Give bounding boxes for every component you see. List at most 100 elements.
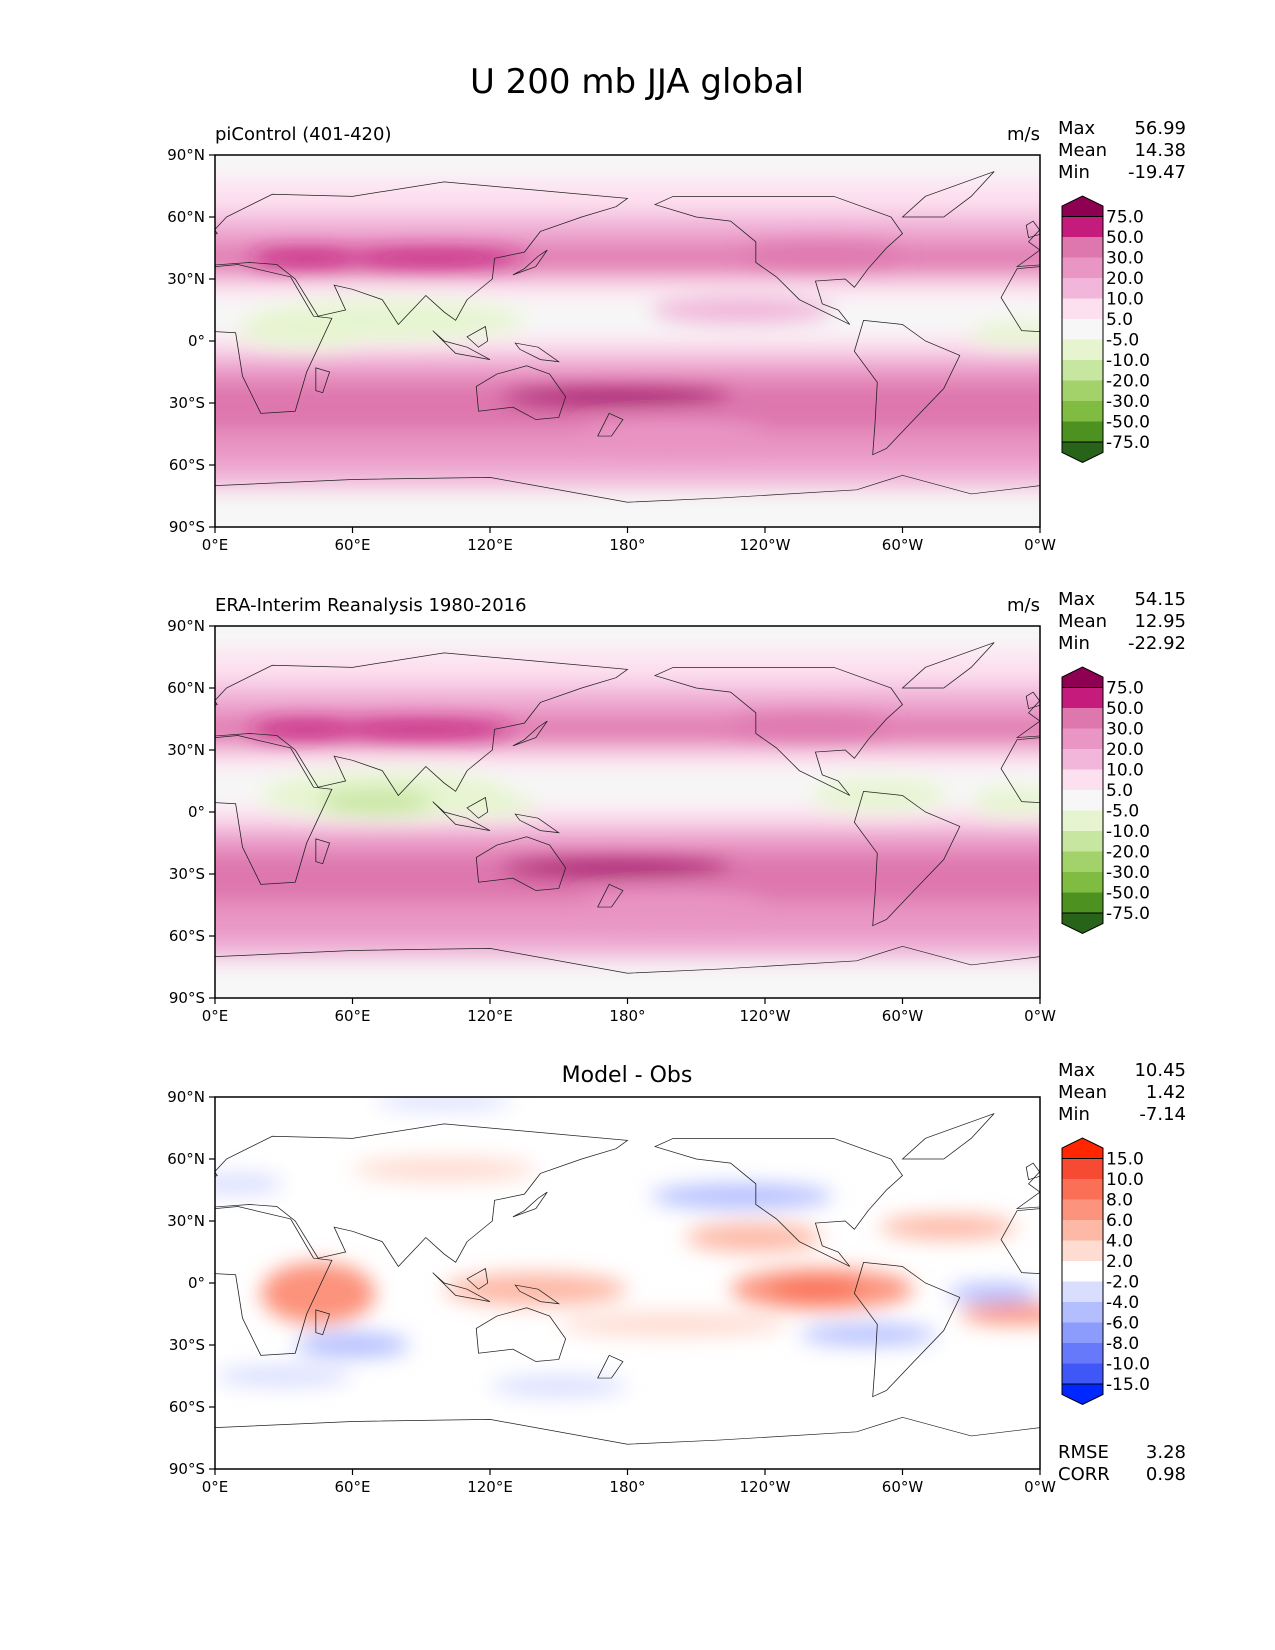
colorbar-segment <box>1062 360 1103 381</box>
field-band <box>215 365 1040 383</box>
colorbar-tick-label: 5.0 <box>1106 781 1133 801</box>
colorbar-segment <box>1062 257 1103 278</box>
panel-title: Model - Obs <box>562 1063 693 1088</box>
colorbar-extend-max <box>1061 666 1104 688</box>
svg-text:Max: Max <box>1058 118 1096 139</box>
x-tick-label: 0°W <box>1024 1478 1056 1496</box>
y-tick-label: 0° <box>188 803 205 821</box>
x-tick-label: 120°W <box>740 1478 791 1496</box>
field-band <box>215 704 1040 722</box>
svg-text:Max: Max <box>1058 589 1096 610</box>
error-stats: RMSE 3.28 CORR 0.98 <box>1058 1442 1186 1485</box>
colorbar-segment <box>1062 237 1103 258</box>
colorbar-tick-label: -30.0 <box>1106 392 1150 412</box>
colorbar-tick-label: -50.0 <box>1106 884 1150 904</box>
colorbar-segment <box>1062 401 1103 422</box>
colorbar-tick-label: -10.0 <box>1106 1355 1150 1375</box>
colorbar-segment <box>1062 1363 1103 1384</box>
field-contour <box>295 1332 410 1358</box>
field-band <box>215 919 1040 941</box>
field-band <box>215 336 1040 354</box>
svg-text:Min: Min <box>1058 162 1090 183</box>
colorbar-tick-label: -75.0 <box>1106 433 1150 453</box>
colorbar-segment <box>1062 708 1103 729</box>
colorbar-tick-label: 6.0 <box>1106 1211 1133 1231</box>
y-tick-label: 0° <box>188 332 205 350</box>
colorbar-segment <box>1062 1261 1103 1282</box>
field-contour <box>948 1283 1040 1304</box>
colorbar-tick-label: 50.0 <box>1106 699 1144 719</box>
colorbar-segment <box>1062 892 1103 913</box>
field-contour <box>769 1278 862 1300</box>
colorbar-segment <box>1062 421 1103 442</box>
field-band <box>215 489 1040 527</box>
field-contour <box>215 1365 353 1387</box>
colorbar-frame <box>1061 687 1104 914</box>
stats-block: Max 54.15 Mean 12.95 Min -22.92 <box>1058 589 1186 654</box>
field-blobs <box>249 714 1040 918</box>
svg-text:RMSE: RMSE <box>1058 1442 1109 1463</box>
svg-text:Min: Min <box>1058 1104 1090 1125</box>
field-band <box>215 824 1040 837</box>
difference-panel: Model - Obs Max 10.45 Mean 1.42 Min -7.14 R… <box>167 1060 1186 1496</box>
field-contour <box>799 1324 937 1345</box>
colorbar-segment <box>1062 769 1103 790</box>
svg-text:Min: Min <box>1058 633 1090 654</box>
colorbar-tick-label: 75.0 <box>1106 679 1144 699</box>
svg-text:CORR: CORR <box>1058 1464 1110 1485</box>
colorbar-tick-label: -8.0 <box>1106 1334 1139 1354</box>
map-axes: 0°E 60°E 120°E 180° 120°W 60°W 0°W 90°N 60°N 30°N… <box>167 617 1056 1025</box>
field-band <box>215 233 1040 251</box>
field-contour <box>260 1262 376 1325</box>
field-band <box>215 279 1040 296</box>
x-tick-label: 60°E <box>334 1478 370 1496</box>
field-contour <box>581 892 765 918</box>
x-tick-label: 0°W <box>1024 536 1056 554</box>
colorbar-frame <box>1061 216 1104 443</box>
field-band <box>215 155 1040 180</box>
colorbar-segment <box>1062 1199 1103 1220</box>
colorbar-tick-label: 20.0 <box>1106 740 1144 760</box>
x-tick-label: 0°E <box>202 1007 229 1025</box>
field-contour <box>318 789 433 815</box>
y-tick-label: 0° <box>188 1274 205 1292</box>
y-tick-label: 60°S <box>169 1398 205 1416</box>
field-contour <box>444 1272 628 1306</box>
field-contour <box>329 721 513 738</box>
stats-block: Max 56.99 Mean 14.38 Min -19.47 <box>1058 118 1186 183</box>
colorbar-tick-label: 50.0 <box>1106 228 1144 248</box>
stat-min: -7.14 <box>1139 1104 1186 1125</box>
colorbar-segment <box>1062 872 1103 893</box>
colorbar-extend-min <box>1061 1383 1104 1406</box>
colorbar-tick-label: -5.0 <box>1106 802 1139 822</box>
field-contour <box>444 793 536 819</box>
colorbar-tick-label: -6.0 <box>1106 1314 1139 1334</box>
field-contour <box>341 250 525 267</box>
colorbar: 15.010.08.06.04.02.0-2.0-4.0-6.0-8.0-10.… <box>1061 1137 1150 1406</box>
colorbar-tick-label: 2.0 <box>1106 1252 1133 1272</box>
colorbar-tick-label: -5.0 <box>1106 331 1139 351</box>
field-band <box>215 940 1040 961</box>
x-tick-label: 60°W <box>882 1007 924 1025</box>
field-band <box>215 836 1040 854</box>
svg-text:Mean: Mean <box>1058 611 1107 632</box>
stat-mean: 14.38 <box>1134 140 1186 161</box>
colorbar-tick-label: 30.0 <box>1106 720 1144 740</box>
field-band <box>215 465 1040 490</box>
y-tick-label: 90°S <box>169 518 205 536</box>
svg-text:Mean: Mean <box>1058 140 1107 161</box>
colorbar-tick-label: -4.0 <box>1106 1293 1139 1313</box>
y-tick-label: 30°S <box>169 865 205 883</box>
field-contour <box>558 1311 788 1337</box>
x-tick-label: 60°E <box>334 536 370 554</box>
colorbar-segment <box>1062 319 1103 340</box>
panel-title: ERA-Interim Reanalysis 1980-2016 <box>215 595 527 616</box>
colorbar-segment <box>1062 298 1103 319</box>
colorbar-segment <box>1062 851 1103 872</box>
colorbar-tick-label: -20.0 <box>1106 372 1150 392</box>
stat-max: 54.15 <box>1134 589 1186 610</box>
field-band <box>215 650 1040 684</box>
colorbar-segment <box>1062 1158 1103 1179</box>
colorbar-segment <box>1062 831 1103 852</box>
